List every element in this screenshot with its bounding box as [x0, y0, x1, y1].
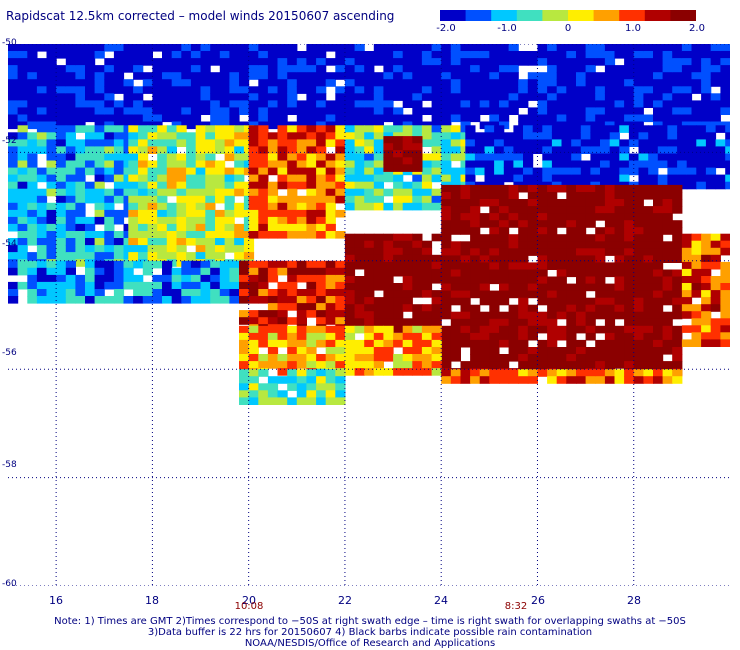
- pass-time-label: 10:08: [234, 601, 264, 612]
- data-region: [248, 125, 346, 239]
- colorbar-label: 1.0: [625, 23, 641, 34]
- map-title: Rapidscat 12.5km corrected – model winds…: [6, 9, 395, 23]
- footnotes: Note: 1) Times are GMT 2)Times correspon…: [0, 616, 740, 649]
- lat-tick-label: -56: [2, 348, 17, 358]
- data-region: [383, 136, 423, 172]
- data-region: [8, 44, 730, 130]
- lon-tick-label: 26: [531, 594, 545, 607]
- lat-tick-label: -58: [2, 460, 17, 470]
- lon-tick-label: 20: [242, 594, 256, 607]
- colorbar-swatch: [593, 10, 620, 21]
- colorbar-label: 0: [564, 23, 572, 34]
- colorbar-label: 2.0: [689, 23, 705, 34]
- data-region: [239, 369, 346, 405]
- data-region: [441, 184, 683, 376]
- data-region: [8, 260, 250, 304]
- pass-time-label: 8:32: [504, 601, 528, 612]
- lat-tick-label: -54: [2, 239, 17, 249]
- data-region: [239, 325, 442, 376]
- colorbar-swatch: [644, 10, 671, 21]
- data-region: [681, 233, 730, 347]
- data-region: [239, 260, 346, 332]
- note-line-1: Note: 1) Times are GMT 2)Times correspon…: [54, 616, 686, 627]
- lon-tick-label: 24: [434, 594, 448, 607]
- colorbar-swatch: [465, 10, 492, 21]
- lon-tick-label: 16: [49, 594, 63, 607]
- colorbar-swatch: [542, 10, 569, 21]
- colorbar-swatch: [491, 10, 518, 21]
- data-region: [8, 125, 134, 267]
- colorbar-swatch: [440, 10, 467, 21]
- lon-tick-label: 18: [145, 594, 159, 607]
- lat-tick-label: -60: [2, 579, 17, 589]
- colorbar-swatch: [619, 10, 646, 21]
- note-line-3: NOAA/NESDIS/Office of Research and Appli…: [244, 638, 496, 649]
- data-region: [128, 125, 255, 267]
- note-line-2: 3)Data buffer is 22 hrs for 20150607 4) …: [147, 627, 593, 638]
- lon-tick-label: 22: [338, 594, 352, 607]
- lon-tick-label: 28: [627, 594, 641, 607]
- colorbar-swatch: [516, 10, 543, 21]
- lat-tick-label: -50: [2, 38, 17, 48]
- colorbar-swatch: [568, 10, 595, 21]
- colorbar-label: -2.0: [436, 23, 456, 34]
- data-region: [344, 233, 442, 333]
- colorbar-label: -1.0: [497, 23, 517, 34]
- wind-difference-map: [8, 44, 730, 586]
- lat-tick-label: -52: [2, 136, 17, 146]
- colorbar-swatch: [670, 10, 696, 21]
- data-region: [441, 369, 683, 384]
- colorbar: [440, 10, 696, 21]
- data-region: [465, 125, 730, 190]
- grid-lines: [8, 44, 730, 586]
